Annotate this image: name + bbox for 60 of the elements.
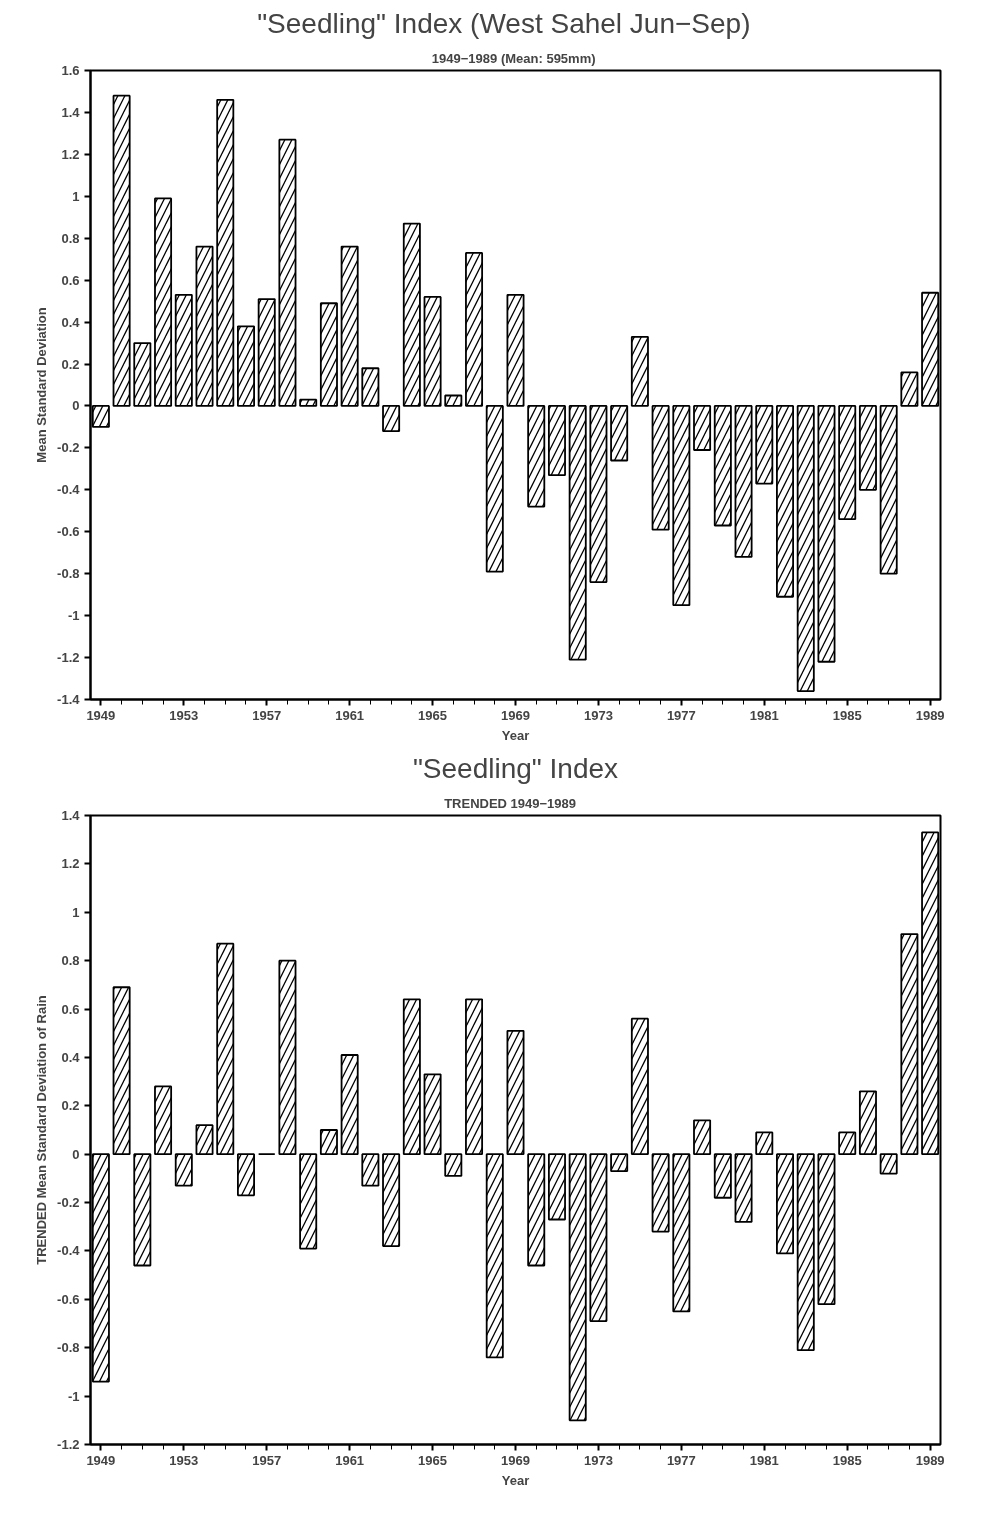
y-tick-label: -0.4	[57, 1243, 81, 1259]
y-tick-label: -0.6	[57, 1291, 80, 1307]
y-tick-label: 0.8	[61, 953, 80, 969]
y-tick-label: -1	[67, 1388, 80, 1404]
x-tick-label: 1953	[169, 707, 199, 723]
x-tick-label: 1981	[749, 707, 779, 723]
y-tick-label: 0	[72, 1146, 80, 1162]
y-tick-label: 1.2	[61, 146, 80, 162]
x-axis-title: Year	[501, 1472, 530, 1488]
x-tick-label: 1953	[169, 1452, 199, 1468]
x-tick-label: 1977	[666, 1452, 696, 1468]
y-tick-label: 0.4	[61, 314, 81, 330]
y-tick-label: 1.6	[61, 63, 80, 78]
x-tick-label: 1985	[832, 707, 862, 723]
x-tick-label: 1989	[915, 707, 945, 723]
y-axis-title: TRENDED Mean Standard Deviation of Rain	[34, 995, 50, 1265]
y-tick-label: 1.4	[61, 808, 81, 823]
y-tick-label: -0.2	[57, 440, 80, 456]
x-tick-label: 1957	[252, 1452, 282, 1468]
x-tick-label: 1985	[832, 1452, 862, 1468]
x-tick-label: 1965	[418, 707, 448, 723]
y-tick-label: 1.4	[61, 104, 81, 120]
y-tick-label: -0.8	[57, 566, 80, 582]
x-tick-label: 1973	[583, 707, 613, 723]
y-axis-title: Mean Standard Deviation	[34, 307, 50, 463]
x-tick-label: 1961	[335, 707, 365, 723]
y-tick-label: 0	[72, 398, 80, 414]
y-tick-label: -0.8	[57, 1340, 80, 1356]
x-tick-label: 1989	[915, 1452, 945, 1468]
y-tick-label: -0.2	[57, 1195, 80, 1211]
y-tick-label: -1.4	[57, 692, 81, 707]
y-tick-label: 1	[72, 188, 80, 204]
x-tick-label: 1969	[501, 1452, 530, 1468]
y-tick-label: -1	[67, 608, 80, 624]
x-tick-label: 1981	[749, 1452, 779, 1468]
chart-subtitle: 1949−1989 (Mean: 595mm)	[431, 50, 596, 66]
y-tick-label: 0.8	[61, 230, 80, 246]
x-tick-label: 1965	[418, 1452, 448, 1468]
y-tick-label: 0.2	[61, 1098, 80, 1114]
y-tick-label: -1.2	[57, 1437, 80, 1452]
x-tick-label: 1961	[335, 1452, 365, 1468]
chart-subtitle: TRENDED 1949−1989	[444, 795, 577, 811]
y-tick-label: 1.2	[61, 856, 80, 872]
y-tick-label: 0.4	[61, 1049, 81, 1065]
y-tick-label: 1	[72, 904, 80, 920]
x-tick-label: 1957	[252, 707, 282, 723]
x-tick-label: 1977	[666, 707, 696, 723]
y-tick-label: -1.2	[57, 650, 80, 666]
x-tick-label: 1973	[583, 1452, 613, 1468]
x-tick-label: 1949	[86, 1452, 116, 1468]
x-axis-title: Year	[501, 727, 530, 743]
chart-title: "Seedling" Index	[412, 752, 619, 784]
x-tick-label: 1969	[501, 707, 530, 723]
chart-title: "Seedling" Index (West Sahel Jun−Sep)	[257, 7, 751, 39]
y-tick-label: 0.6	[61, 272, 80, 288]
y-tick-label: 0.6	[61, 1001, 80, 1017]
y-tick-label: -0.6	[57, 524, 80, 540]
y-tick-label: -0.4	[57, 482, 81, 498]
x-tick-label: 1949	[86, 707, 116, 723]
y-tick-label: 0.2	[61, 356, 80, 372]
